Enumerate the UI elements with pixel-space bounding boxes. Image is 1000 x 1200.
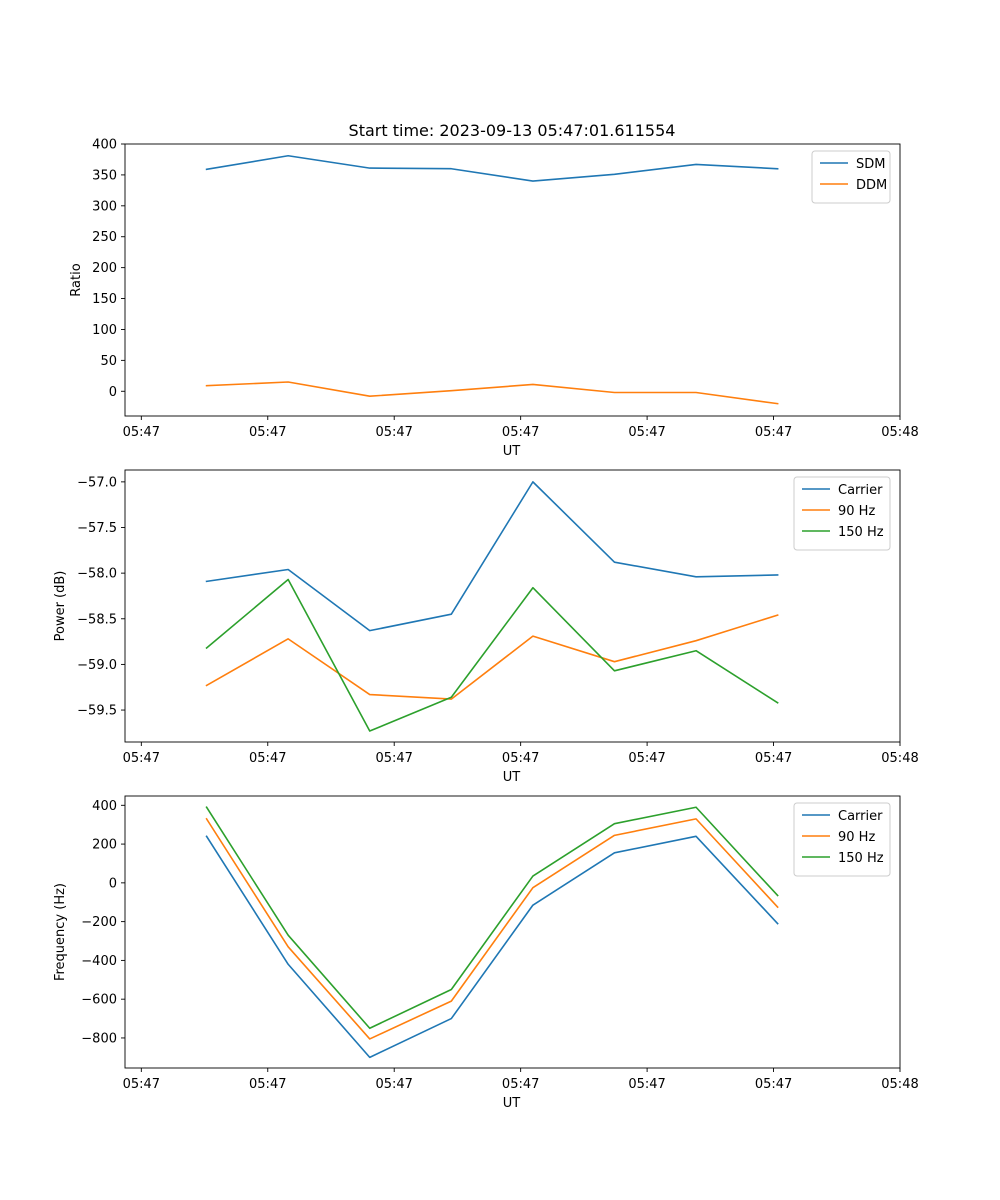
y-tick-label: −400 [81,954,117,969]
legend-entry: Carrier [838,483,883,498]
subplot-3: 05:47 05:47 05:47 05:47 05:47 05:47 05:48 −800 −… [53,795,919,1111]
x-axis-label: UT [503,444,521,459]
series-line-150-hz [205,578,779,732]
series-line-carrier [205,481,779,632]
x-axis-label: UT [503,770,521,785]
y-tick-label: 50 [100,354,117,369]
y-tick-label: −59.0 [77,658,117,673]
x-tick-label: 05:48 [881,751,918,766]
legend-entry: 90 Hz [838,830,875,845]
y-tick-label: −57.0 [77,475,117,490]
axes-frame [124,469,901,743]
y-tick-label: 350 [92,168,117,183]
y-tick-label: −58.0 [77,567,117,582]
x-tick-label: 05:47 [249,751,286,766]
y-tick-label: 400 [92,138,117,153]
series-line-150-hz [205,806,779,1030]
y-tick-label: −800 [81,1031,117,1046]
legend-frame [811,150,891,204]
y-tick-label: −57.5 [77,521,117,536]
x-tick-label: 05:47 [755,425,792,440]
y-axis-label: Ratio [69,263,84,296]
axes-frame [124,795,901,1069]
y-axis-label: Frequency (Hz) [53,883,68,981]
y-axis-label: Power (dB) [53,571,68,642]
x-tick-label: 05:47 [375,1077,412,1092]
x-tick-label: 05:47 [123,751,160,766]
plot-area [205,154,779,405]
legend-entry: Carrier [838,809,883,824]
x-tick-label: 05:48 [881,1077,918,1092]
subplots: 05:47 05:47 05:47 05:47 05:47 05:47 05:48 0 50 10… [53,138,919,1112]
y-tick-label: 250 [92,230,117,245]
series-line-90-hz [205,614,779,700]
legend-entry: 90 Hz [838,504,875,519]
y-tick-label: −59.5 [77,704,117,719]
x-tick-label: 05:47 [628,751,665,766]
x-tick-label: 05:47 [249,1077,286,1092]
x-tick-label: 05:47 [123,425,160,440]
x-tick-label: 05:47 [123,1077,160,1092]
series-line-90-hz [205,817,779,1040]
x-tick-label: 05:48 [881,425,918,440]
legend: Carrier 90 Hz 150 Hz [793,476,891,551]
y-tick-label: 100 [92,323,117,338]
legend: Carrier 90 Hz 150 Hz [793,802,891,877]
subplot-2: 05:47 05:47 05:47 05:47 05:47 05:47 05:48 −59.5… [53,469,919,785]
x-tick-label: 05:47 [502,425,539,440]
subplot-1: 05:47 05:47 05:47 05:47 05:47 05:47 05:48 0 50 10… [69,138,919,460]
x-tick-label: 05:47 [628,1077,665,1092]
y-tick-label: 0 [109,385,117,400]
series-line-ddm [205,381,779,405]
legend-entry: 150 Hz [838,525,884,540]
x-tick-label: 05:47 [755,751,792,766]
legend-entry: 150 Hz [838,851,884,866]
y-tick-label: 150 [92,292,117,307]
y-tick-label: −200 [81,915,117,930]
y-tick-label: 200 [92,261,117,276]
series-line-sdm [205,154,779,182]
legend: SDM DDM [811,150,891,204]
x-tick-label: 05:47 [755,1077,792,1092]
axes-frame [124,143,901,417]
legend-entry: SDM [856,157,885,172]
y-tick-label: −600 [81,993,117,1008]
plot-area [205,481,779,732]
x-tick-label: 05:47 [249,425,286,440]
x-tick-label: 05:47 [375,751,412,766]
y-tick-label: 400 [92,799,117,814]
x-tick-label: 05:47 [502,751,539,766]
series-line-carrier [205,835,779,1059]
y-tick-label: 300 [92,199,117,214]
x-tick-label: 05:47 [628,425,665,440]
x-axis-label: UT [503,1096,521,1111]
x-tick-label: 05:47 [375,425,412,440]
y-tick-label: −58.5 [77,612,117,627]
legend-entry: DDM [856,178,887,193]
y-tick-label: 200 [92,838,117,853]
figure-title: Start time: 2023-09-13 05:47:01.611554 [349,121,676,140]
x-tick-label: 05:47 [502,1077,539,1092]
plot-area [205,806,779,1059]
y-tick-label: 0 [109,876,117,891]
